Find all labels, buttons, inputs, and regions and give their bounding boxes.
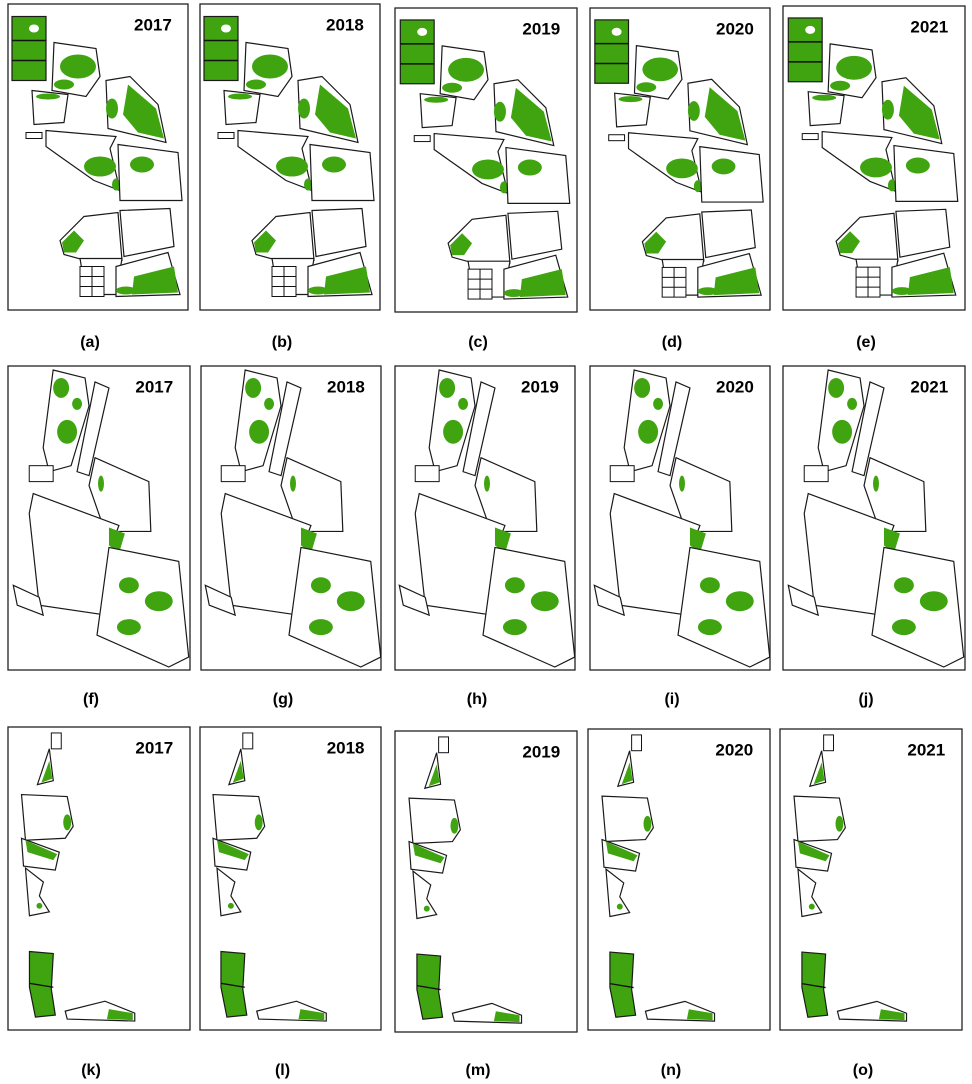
panel-caption: (h) bbox=[467, 691, 487, 708]
year-label: 2017 bbox=[134, 15, 172, 34]
page: {"panels": [ {"year": "2017", "caption":… bbox=[0, 0, 972, 1084]
panel-caption: (g) bbox=[273, 691, 293, 708]
panel-caption: (k) bbox=[81, 1062, 101, 1079]
year-label: 2018 bbox=[327, 738, 365, 757]
year-label: 2018 bbox=[327, 377, 365, 396]
panel-caption: (o) bbox=[853, 1062, 873, 1079]
year-label: 2020 bbox=[715, 740, 753, 759]
panel-caption: (c) bbox=[468, 334, 488, 351]
panel-caption: (m) bbox=[466, 1062, 491, 1079]
year-label: 2021 bbox=[907, 740, 945, 759]
panel-caption: (j) bbox=[858, 691, 873, 708]
year-label: 2020 bbox=[716, 377, 754, 396]
year-label: 2021 bbox=[910, 17, 948, 36]
panel-caption: (a) bbox=[80, 334, 100, 351]
year-label: 2017 bbox=[135, 738, 173, 757]
panel-caption: (i) bbox=[664, 691, 679, 708]
year-label: 2020 bbox=[716, 19, 754, 38]
year-label: 2018 bbox=[326, 15, 364, 34]
panel-caption: (l) bbox=[275, 1062, 290, 1079]
figure: 2017 (a) 2018 (b) 2019 (c) 2020 (d) 2021 (e) 2017 (… bbox=[0, 0, 972, 1084]
panel-caption: (f) bbox=[83, 691, 99, 708]
year-label: 2019 bbox=[522, 742, 560, 761]
year-label: 2019 bbox=[521, 377, 559, 396]
year-label: 2019 bbox=[522, 19, 560, 38]
panel-caption: (d) bbox=[662, 334, 682, 351]
year-label: 2021 bbox=[910, 377, 948, 396]
panel-caption: (b) bbox=[272, 334, 292, 351]
panel-caption: (n) bbox=[661, 1062, 681, 1079]
year-label: 2017 bbox=[135, 377, 173, 396]
panel-caption: (e) bbox=[856, 334, 876, 351]
